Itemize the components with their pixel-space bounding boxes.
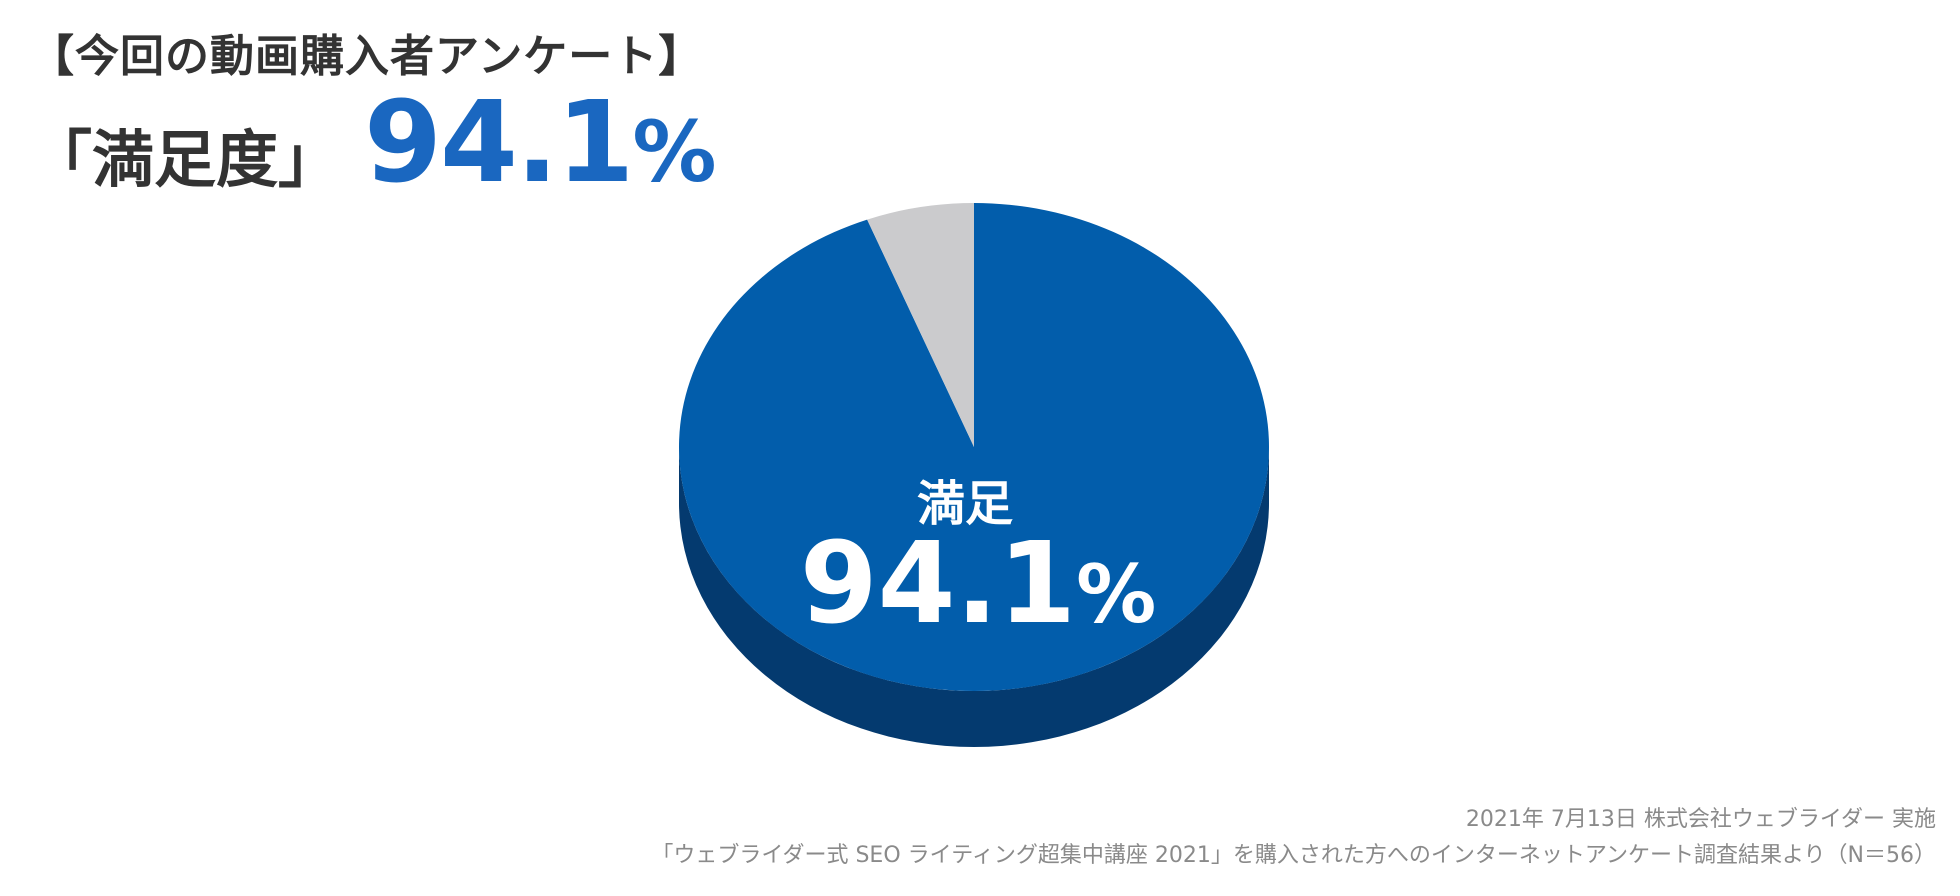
headline-value-unit: % xyxy=(632,103,716,201)
slice-value-number: 94.1 xyxy=(800,519,1076,649)
headline-value-number: 94.1 xyxy=(364,78,634,208)
pie-slice-side xyxy=(679,447,1269,747)
survey-subtitle: 【今回の動画購入者アンケート】 xyxy=(30,31,704,82)
pie-slice-other xyxy=(867,203,974,447)
footer-survey-date: 2021年 7月13日 株式会社ウェブライダー 実施 xyxy=(1465,807,1936,832)
headline-value: 94.1% xyxy=(364,78,717,208)
slice-label: 満足 xyxy=(917,476,1013,532)
footer-survey-source: 「ウェブライダー式 SEO ライティング超集中講座 2021」を購入された方への… xyxy=(651,843,1936,868)
footer-note: 2021年 7月13日 株式会社ウェブライダー 実施 「ウェブライダー式 SEO… xyxy=(651,802,1936,874)
headline: 「満足度」 94.1% xyxy=(30,78,717,208)
slice-value: 94.1% xyxy=(800,519,1157,649)
slice-value-unit: % xyxy=(1076,548,1156,641)
headline-label: 「満足度」 xyxy=(30,123,341,196)
